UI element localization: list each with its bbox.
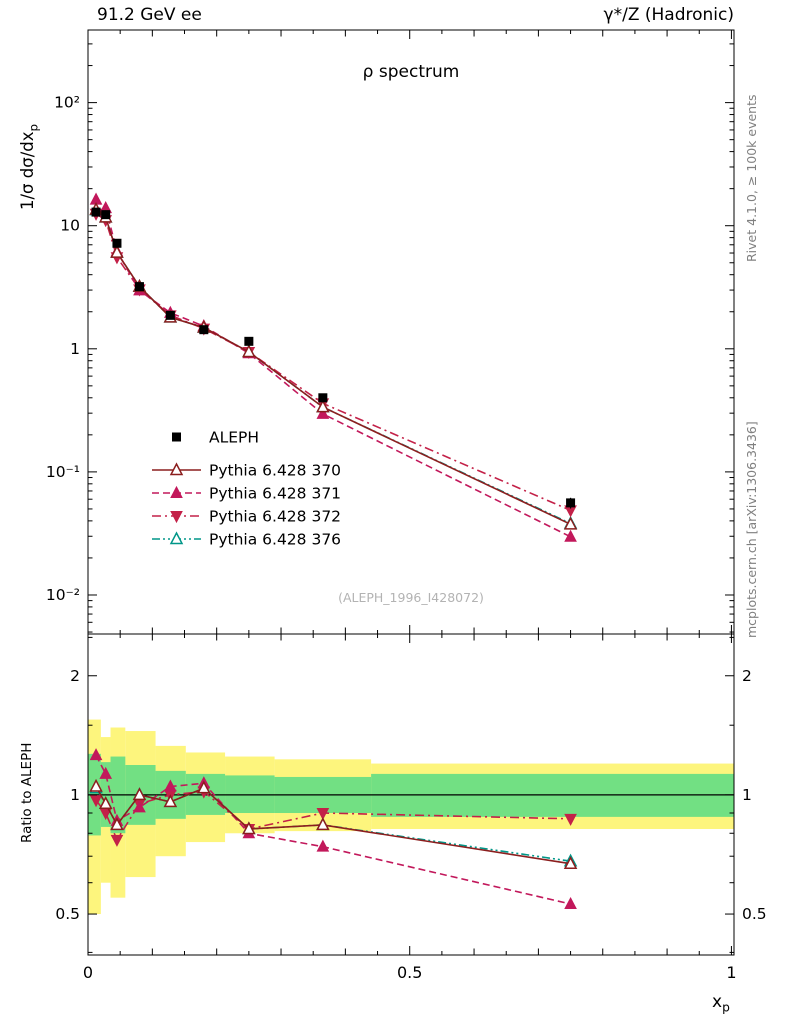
rivet-version-label: Rivet 4.1.0, ≥ 100k events [744,94,759,262]
data-marker [89,748,103,761]
data-marker [318,393,328,403]
x-axis-label-text: x [712,992,723,1012]
data-marker [110,834,124,847]
data-marker [563,516,578,530]
process-label: γ*/Z (Hadronic) [603,5,734,25]
data-marker [164,779,177,792]
legend-entry-label: Pythia 6.428 376 [209,531,341,549]
ratio-tick-label: 1 [742,786,752,804]
data-marker [316,406,330,419]
ratio-tick-label: 1 [70,786,80,804]
main-y-axis-label-sub: p [26,123,41,132]
data-marker [91,207,101,217]
data-marker [242,344,256,358]
series-line [95,213,571,512]
data-marker [316,817,330,831]
data-marker [169,531,184,545]
data-marker [165,310,175,320]
data-marker [566,498,576,508]
x-axis-label: xp [712,992,730,1014]
data-marker [89,778,103,792]
data-marker [199,325,209,335]
band-green [225,775,275,814]
plot-title: ρ spectrum [362,62,460,82]
data-marker [98,796,113,809]
y-tick-label: 10⁻² [46,586,80,604]
data-marker [101,210,111,220]
x-axis-label-sub: p [722,1000,730,1015]
data-marker [564,529,577,542]
ratio-tick-label: 0.5 [55,905,80,923]
data-marker [89,795,103,808]
data-marker [169,462,184,476]
data-marker [564,896,577,910]
ratio-y-axis-label: Ratio to ALEPH [19,742,35,843]
data-marker [112,238,122,248]
legend-entry-label: Pythia 6.428 371 [209,485,341,503]
x-tick-label: 0.5 [397,963,422,982]
ratio-tick-label: 2 [742,667,752,685]
data-marker [244,336,254,346]
ratio-tick-label: 2 [70,667,80,685]
x-tick-label: 0 [83,963,93,982]
x-tick-label: 1 [726,963,736,982]
data-marker [134,282,144,292]
y-tick-label: 1 [70,340,80,358]
legend-entry-label: ALEPH [209,429,259,447]
data-marker [316,839,330,852]
data-marker [170,511,183,524]
ratio-tick-label: 0.5 [742,905,767,923]
beam-energy-label: 91.2 GeV ee [97,5,202,25]
data-marker [110,817,124,831]
main-panel-frame [87,29,735,635]
main-y-axis-label: 1/σ dσ/dxp [18,124,40,210]
y-tick-label: 10⁻¹ [46,463,80,481]
y-tick-label: 10 [60,217,80,235]
data-marker [163,794,178,808]
data-marker [133,800,146,813]
data-marker [132,787,147,801]
legend-entry-label: Pythia 6.428 372 [209,508,341,526]
main-y-axis-label-text: 1/σ dσ/dx [18,131,37,211]
data-marker [564,813,577,826]
data-marker [197,780,211,794]
data-marker [172,432,181,442]
legend-entry-label: Pythia 6.428 370 [209,462,341,480]
analysis-watermark: (ALEPH_1996_I428072) [338,590,484,605]
data-marker [316,808,330,821]
data-marker [170,485,183,498]
data-marker [563,856,578,869]
data-marker [242,821,256,835]
data-marker [99,766,113,779]
y-tick-label: 10² [54,94,80,112]
data-marker [110,244,124,258]
data-marker [316,399,330,413]
mcplots-credit-label: mcplots.cern.ch [arXiv:1306.3436] [744,421,759,638]
